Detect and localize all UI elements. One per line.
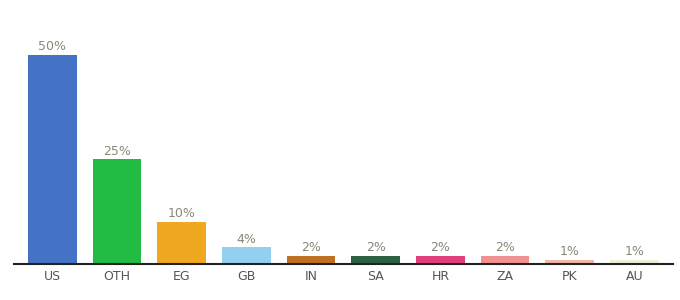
Text: 10%: 10%	[168, 207, 196, 220]
Bar	[352, 256, 400, 264]
Bar	[481, 256, 529, 264]
Text: 2%: 2%	[301, 241, 321, 254]
Text: 2%: 2%	[430, 241, 450, 254]
Bar	[416, 256, 464, 264]
Text: 2%: 2%	[366, 241, 386, 254]
Text: 25%: 25%	[103, 145, 131, 158]
Bar	[28, 55, 77, 264]
Bar	[158, 222, 206, 264]
Text: 50%: 50%	[38, 40, 67, 53]
Bar	[610, 260, 659, 264]
Bar	[545, 260, 594, 264]
Text: 1%: 1%	[624, 245, 645, 258]
Bar	[92, 159, 141, 264]
Text: 2%: 2%	[495, 241, 515, 254]
Bar	[287, 256, 335, 264]
Text: 1%: 1%	[560, 245, 579, 258]
Bar	[222, 247, 271, 264]
Text: 4%: 4%	[237, 232, 256, 246]
